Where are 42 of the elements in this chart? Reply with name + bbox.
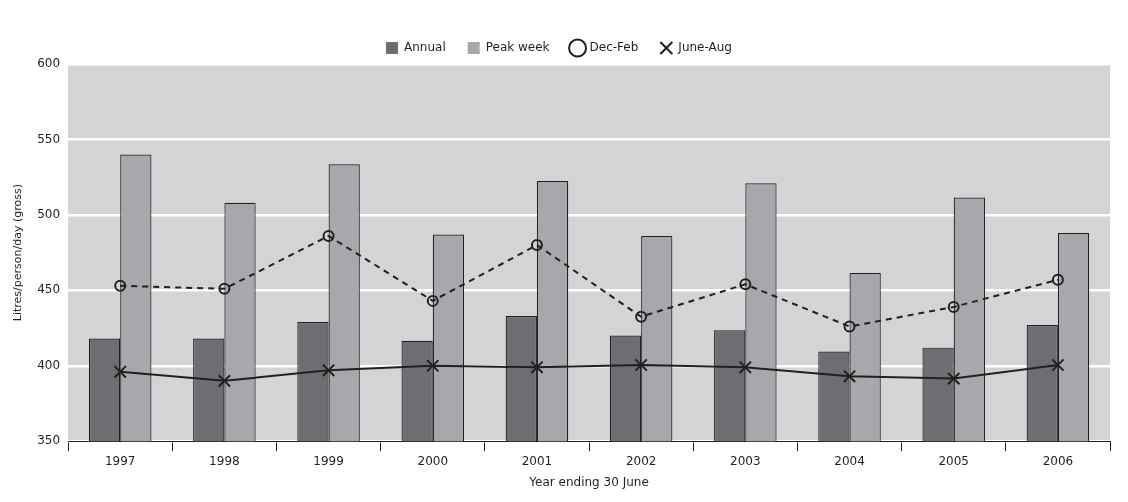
legend-label: June-Aug (677, 40, 732, 55)
point (217, 374, 232, 388)
point (1051, 358, 1065, 372)
point (842, 369, 857, 383)
y-tick-label: 600 (37, 56, 61, 71)
point (1051, 273, 1064, 286)
y-tick-label: 450 (37, 282, 61, 297)
point (426, 359, 440, 373)
point (113, 365, 127, 379)
legend-label: Peak week (485, 40, 550, 55)
x-tick-label: 2004 (834, 453, 865, 468)
point (530, 360, 544, 374)
point (947, 300, 960, 313)
point (843, 320, 856, 333)
point (738, 360, 752, 374)
point (426, 294, 439, 307)
point (321, 363, 336, 377)
y-tick-label: 400 (37, 357, 61, 372)
y-tick-label: 350 (37, 433, 61, 448)
point (114, 279, 127, 292)
point (739, 278, 752, 291)
legend-label: Dec-Feb (589, 40, 639, 55)
x-tick-label: 2000 (417, 453, 449, 468)
point (218, 282, 231, 295)
point (947, 371, 961, 386)
point (634, 358, 648, 372)
point (635, 310, 648, 323)
point (530, 239, 543, 252)
x-tick-label: 2003 (730, 453, 761, 468)
x-tick-label: 2001 (521, 453, 553, 468)
x-tick-label: 2002 (625, 453, 657, 468)
x-axis-title: Year ending 30 June (528, 474, 649, 489)
y-tick-label: 500 (37, 207, 61, 222)
point (322, 230, 335, 242)
y-axis-title: Litres/person/day (gross) (11, 184, 25, 322)
x-tick-label: 1997 (104, 453, 136, 468)
x-tick-label: 2005 (938, 453, 969, 468)
x-tick-label: 1999 (313, 453, 344, 468)
x-tick-label: 2006 (1042, 453, 1074, 468)
x-tick-label: 1998 (209, 453, 240, 468)
legend-label: Annual (404, 40, 446, 55)
y-tick-label: 550 (37, 131, 61, 146)
